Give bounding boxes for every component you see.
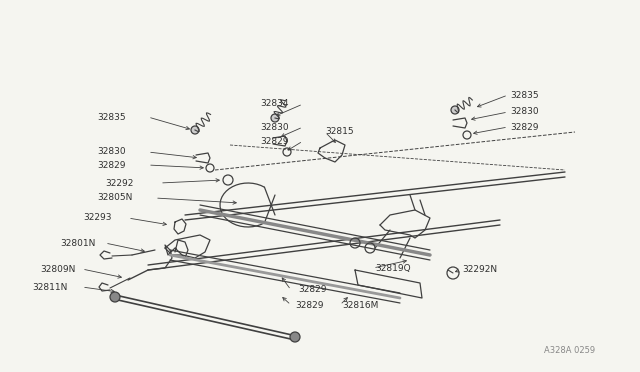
Text: 32292: 32292: [105, 179, 133, 187]
Circle shape: [290, 332, 300, 342]
Text: 32829: 32829: [97, 160, 125, 170]
Text: 32293: 32293: [83, 214, 111, 222]
Text: 32805N: 32805N: [97, 193, 132, 202]
Text: 32801N: 32801N: [60, 238, 95, 247]
Text: 32835: 32835: [97, 112, 125, 122]
Circle shape: [110, 292, 120, 302]
Text: 32829: 32829: [260, 137, 289, 145]
Text: 32830: 32830: [260, 122, 289, 131]
Text: 32292N: 32292N: [462, 266, 497, 275]
Text: 32815: 32815: [325, 128, 354, 137]
Circle shape: [271, 114, 279, 122]
Text: 32829: 32829: [295, 301, 323, 310]
Text: 32829: 32829: [510, 122, 538, 131]
Text: 32816M: 32816M: [342, 301, 378, 310]
Text: 32830: 32830: [97, 148, 125, 157]
Circle shape: [451, 106, 459, 114]
Text: 32819Q: 32819Q: [375, 263, 411, 273]
Text: 32830: 32830: [510, 108, 539, 116]
Text: 32834: 32834: [260, 99, 289, 109]
Text: A328A 0259: A328A 0259: [544, 346, 595, 355]
Text: 32829: 32829: [298, 285, 326, 295]
Text: 32809N: 32809N: [40, 264, 76, 273]
Text: 32835: 32835: [510, 90, 539, 99]
Circle shape: [191, 126, 199, 134]
Text: 32811N: 32811N: [32, 282, 67, 292]
